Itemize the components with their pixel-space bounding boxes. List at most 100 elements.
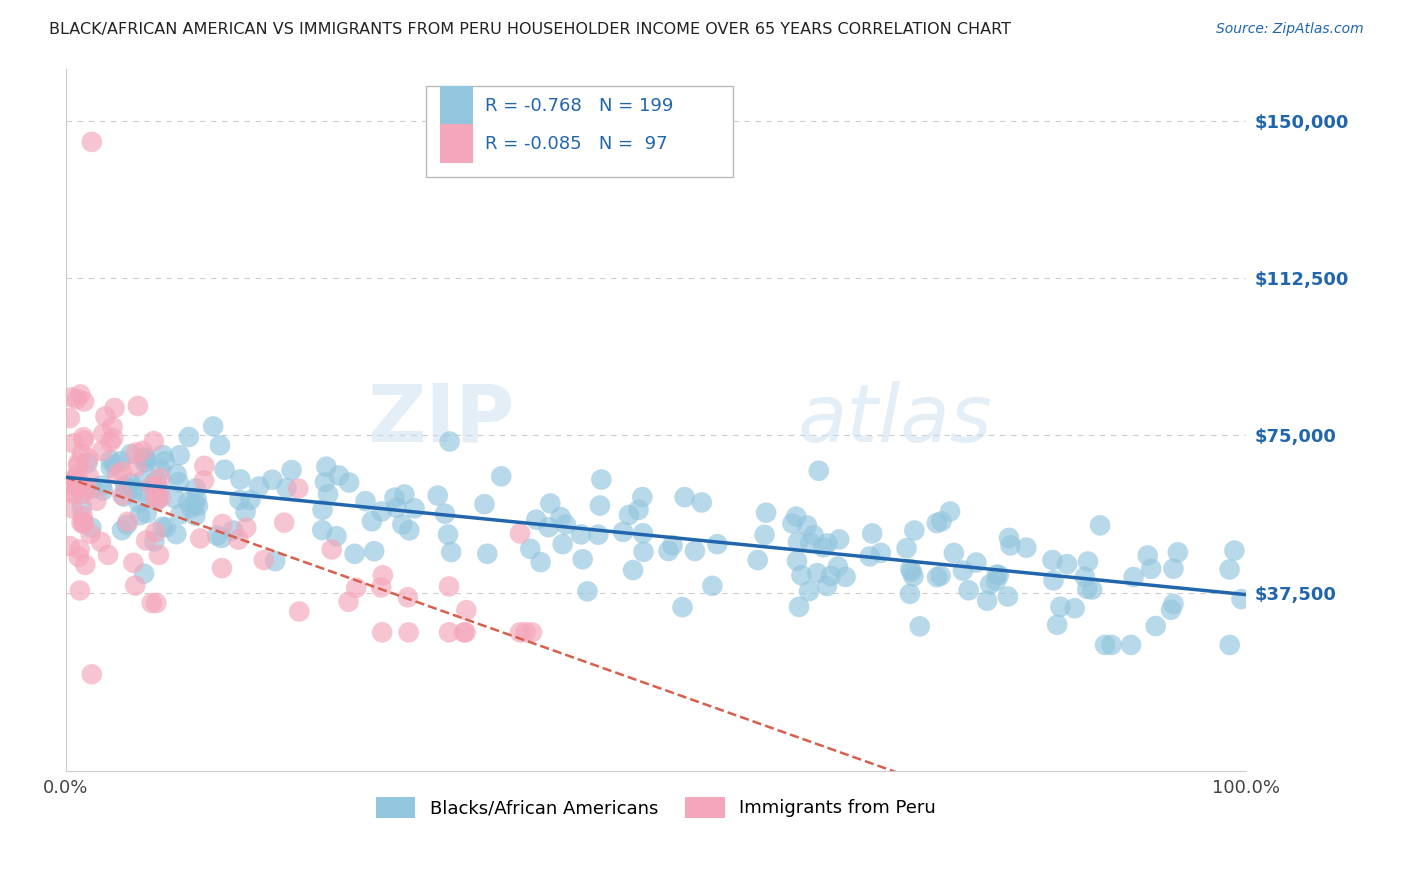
Point bbox=[80, 520, 103, 534]
Point bbox=[998, 531, 1021, 545]
Point bbox=[1056, 557, 1078, 571]
Point bbox=[228, 533, 250, 547]
Point bbox=[132, 484, 155, 499]
Point bbox=[786, 554, 808, 568]
Point bbox=[631, 526, 654, 541]
Point bbox=[177, 495, 200, 509]
Point bbox=[145, 525, 167, 540]
Point bbox=[370, 504, 392, 518]
Point bbox=[903, 524, 925, 538]
Point bbox=[807, 464, 830, 478]
Point bbox=[67, 549, 90, 564]
Point bbox=[110, 454, 132, 468]
Point bbox=[898, 587, 921, 601]
Point bbox=[228, 492, 250, 507]
Point bbox=[134, 450, 156, 465]
Point bbox=[169, 448, 191, 462]
Point bbox=[820, 569, 842, 583]
Point bbox=[589, 499, 612, 513]
Point bbox=[1049, 599, 1071, 614]
Point bbox=[371, 625, 394, 640]
Point bbox=[143, 534, 166, 549]
Point bbox=[1122, 570, 1144, 584]
Point bbox=[184, 481, 207, 495]
Point bbox=[363, 544, 385, 558]
Point bbox=[262, 473, 284, 487]
Point bbox=[1163, 597, 1185, 611]
Point bbox=[661, 538, 683, 552]
Point bbox=[900, 565, 922, 579]
Point bbox=[537, 520, 560, 534]
Point bbox=[325, 529, 347, 543]
Point bbox=[509, 526, 531, 541]
Point bbox=[321, 542, 343, 557]
Point bbox=[187, 499, 209, 513]
Point bbox=[70, 447, 93, 461]
Point bbox=[1140, 562, 1163, 576]
Point bbox=[208, 438, 231, 452]
Point bbox=[1046, 617, 1069, 632]
Point bbox=[235, 505, 257, 519]
Point bbox=[128, 508, 150, 523]
Point bbox=[91, 443, 114, 458]
Point bbox=[942, 546, 965, 560]
Point bbox=[519, 541, 541, 556]
Point bbox=[799, 536, 821, 550]
Point bbox=[538, 496, 561, 510]
Point bbox=[63, 487, 86, 501]
Point bbox=[103, 431, 125, 445]
Point bbox=[101, 420, 124, 434]
Point bbox=[437, 579, 460, 593]
Point bbox=[530, 555, 553, 569]
Point bbox=[122, 482, 145, 496]
Point bbox=[437, 527, 460, 541]
Point bbox=[184, 497, 207, 511]
Point bbox=[145, 596, 167, 610]
Point bbox=[180, 501, 202, 516]
Point bbox=[124, 578, 146, 592]
Point bbox=[288, 605, 311, 619]
Point bbox=[63, 472, 86, 486]
Point bbox=[134, 451, 156, 466]
Point bbox=[925, 516, 948, 530]
Point bbox=[79, 526, 101, 541]
Point bbox=[370, 581, 392, 595]
FancyBboxPatch shape bbox=[440, 124, 472, 163]
Point bbox=[815, 536, 838, 550]
Point bbox=[806, 566, 828, 581]
Point bbox=[343, 547, 366, 561]
Point bbox=[202, 419, 225, 434]
Point bbox=[908, 619, 931, 633]
Point bbox=[125, 459, 148, 474]
Point bbox=[69, 583, 91, 598]
Point bbox=[1223, 543, 1246, 558]
Point bbox=[229, 472, 252, 486]
Text: ZIP: ZIP bbox=[367, 381, 515, 458]
Point bbox=[1144, 619, 1167, 633]
Point bbox=[997, 590, 1019, 604]
Point bbox=[813, 541, 835, 555]
Point bbox=[391, 517, 413, 532]
Point bbox=[149, 471, 172, 485]
Point bbox=[1119, 638, 1142, 652]
Point bbox=[120, 475, 142, 490]
Point bbox=[114, 478, 136, 492]
Point bbox=[631, 490, 654, 504]
Point bbox=[1101, 638, 1123, 652]
Point bbox=[439, 434, 461, 449]
Point bbox=[474, 497, 496, 511]
Point bbox=[120, 447, 142, 461]
Point bbox=[193, 458, 215, 473]
Point bbox=[755, 506, 778, 520]
Point bbox=[706, 537, 728, 551]
Point bbox=[59, 484, 82, 499]
Point bbox=[112, 490, 135, 504]
Point bbox=[100, 453, 122, 467]
Legend: Blacks/African Americans, Immigrants from Peru: Blacks/African Americans, Immigrants fro… bbox=[368, 789, 943, 825]
Point bbox=[929, 568, 952, 582]
Point bbox=[90, 478, 112, 492]
Point bbox=[588, 527, 610, 541]
Point bbox=[702, 579, 724, 593]
Point bbox=[239, 493, 262, 508]
Point bbox=[1219, 638, 1241, 652]
